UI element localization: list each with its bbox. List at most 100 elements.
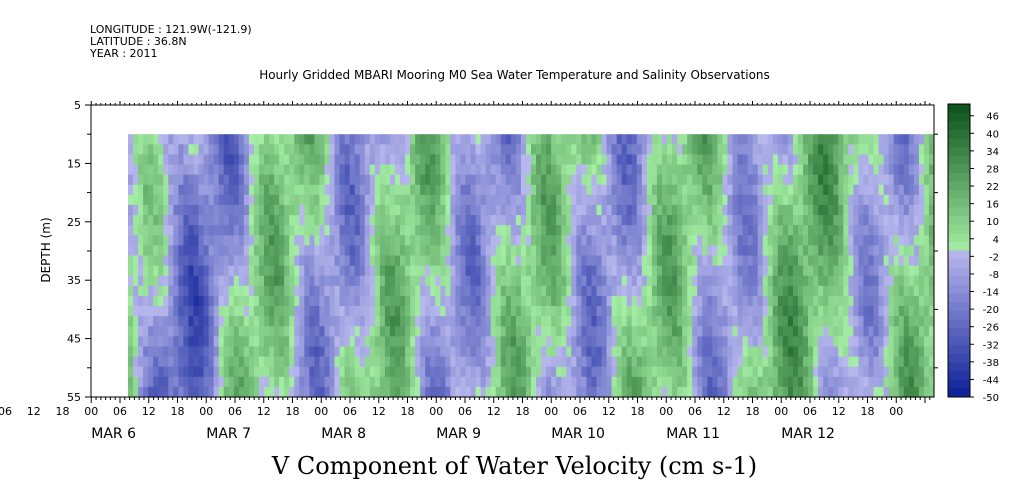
x-hour-label: 18 bbox=[861, 405, 875, 418]
x-hour-label: 12 bbox=[142, 405, 156, 418]
colorbar-swatch bbox=[948, 198, 970, 208]
x-day-label: MAR 11 bbox=[666, 426, 720, 442]
colorbar-swatch bbox=[948, 259, 970, 269]
colorbar-label: 28 bbox=[986, 164, 999, 175]
x-day-label: MAR 9 bbox=[436, 426, 481, 442]
colorbar-swatch bbox=[948, 353, 970, 364]
x-hour-label: 00 bbox=[429, 405, 443, 418]
colorbar-label: 46 bbox=[986, 112, 999, 123]
colorbar-swatch bbox=[948, 233, 970, 243]
colorbar-swatch bbox=[948, 216, 970, 226]
colorbar-label: -2 bbox=[989, 252, 999, 263]
colorbar-label: -38 bbox=[983, 358, 999, 369]
colorbar-swatch bbox=[948, 241, 970, 251]
colorbar-label: -8 bbox=[989, 270, 999, 281]
x-hour-label: 18 bbox=[401, 405, 415, 418]
colorbar-swatch bbox=[948, 310, 970, 320]
colorbar-swatch bbox=[948, 224, 970, 234]
colorbar-swatch bbox=[948, 336, 970, 346]
colorbar-swatch bbox=[948, 345, 970, 355]
colorbar-swatch bbox=[948, 250, 970, 260]
colorbar-swatch bbox=[948, 112, 970, 122]
colorbar-swatch bbox=[948, 164, 970, 174]
colorbar-swatch bbox=[948, 276, 970, 286]
colorbar-swatch bbox=[948, 371, 970, 381]
x-hour-label: 18 bbox=[56, 405, 70, 418]
longitude-label: LONGITUDE : 121.9W(-121.9) bbox=[90, 23, 252, 36]
x-hour-label: 00 bbox=[889, 405, 903, 418]
colorbar-label: 40 bbox=[986, 129, 999, 140]
x-day-label: MAR 12 bbox=[781, 426, 835, 442]
x-hour-label: 18 bbox=[286, 405, 300, 418]
x-hour-label: 06 bbox=[573, 405, 587, 418]
colorbar-label: 4 bbox=[993, 235, 999, 246]
chart-title: Hourly Gridded MBARI Mooring M0 Sea Wate… bbox=[259, 68, 770, 82]
x-hour-label: 18 bbox=[516, 405, 530, 418]
colorbar-swatch bbox=[948, 379, 970, 389]
colorbar-swatch bbox=[948, 190, 970, 200]
colorbar-label: -26 bbox=[983, 323, 999, 334]
colorbar-swatch bbox=[948, 138, 970, 148]
x-hour-label: 06 bbox=[688, 405, 702, 418]
y-tick-label: 45 bbox=[67, 333, 81, 346]
colorbar-swatch bbox=[948, 328, 970, 338]
y-tick-label: 5 bbox=[74, 99, 81, 112]
colorbar-label: 22 bbox=[986, 182, 999, 193]
colorbar-label: 16 bbox=[986, 200, 999, 211]
colorbar-swatch bbox=[948, 267, 970, 277]
colorbar-swatch bbox=[948, 284, 970, 295]
colorbar-label: 10 bbox=[986, 217, 999, 228]
x-hour-label: 00 bbox=[314, 405, 328, 418]
x-hour-label: 18 bbox=[631, 405, 645, 418]
colorbar-swatch bbox=[948, 129, 970, 139]
colorbar-swatch bbox=[948, 121, 970, 131]
colorbar-label: -50 bbox=[983, 393, 999, 404]
colorbar-swatch bbox=[948, 181, 970, 191]
colorbar-label: 34 bbox=[986, 147, 999, 158]
colorbar-label: -20 bbox=[983, 305, 999, 316]
x-hour-label: 12 bbox=[602, 405, 616, 418]
x-day-label: MAR 10 bbox=[551, 426, 605, 442]
colorbar-swatch bbox=[948, 302, 970, 312]
x-hour-label: 00 bbox=[544, 405, 558, 418]
x-hour-label: 00 bbox=[659, 405, 673, 418]
x-hour-label: 12 bbox=[372, 405, 386, 418]
x-hour-label: 12 bbox=[717, 405, 731, 418]
colorbar-swatch bbox=[948, 104, 970, 114]
y-tick-label: 35 bbox=[67, 274, 81, 287]
colorbar-swatch bbox=[948, 147, 970, 157]
colorbar-swatch bbox=[948, 207, 970, 217]
x-hour-label: 12 bbox=[257, 405, 271, 418]
colorbar-label: -14 bbox=[983, 288, 999, 299]
colorbar-swatch bbox=[948, 362, 970, 372]
x-hour-label: 00 bbox=[84, 405, 98, 418]
x-hour-label: 18 bbox=[171, 405, 185, 418]
colorbar-frame bbox=[947, 103, 971, 398]
colorbar-label: -44 bbox=[983, 375, 999, 386]
x-day-label: MAR 7 bbox=[206, 426, 251, 442]
x-hour-label: 18 bbox=[746, 405, 760, 418]
x-hour-label: 06 bbox=[113, 405, 127, 418]
x-hour-label: 12 bbox=[487, 405, 501, 418]
colorbar-swatch bbox=[948, 319, 970, 329]
colorbar-swatch bbox=[948, 293, 970, 303]
x-hour-label: 06 bbox=[228, 405, 242, 418]
x-hour-label: 00 bbox=[774, 405, 788, 418]
x-hour-label: 06 bbox=[803, 405, 817, 418]
colorbar-swatch bbox=[948, 388, 970, 398]
x-hour-label: 06 bbox=[0, 405, 12, 418]
colorbar-swatch bbox=[948, 155, 970, 165]
y-tick-label: 25 bbox=[67, 216, 81, 229]
y-tick-label: 55 bbox=[67, 391, 81, 404]
x-hour-label: 00 bbox=[199, 405, 213, 418]
colorbar-swatch bbox=[948, 172, 970, 183]
x-hour-label: 06 bbox=[343, 405, 357, 418]
variable-label: V Component of Water Velocity (cm s-1) bbox=[271, 452, 758, 480]
heatmap-cells bbox=[128, 134, 935, 398]
year-label: YEAR : 2011 bbox=[90, 47, 158, 60]
x-day-label: MAR 8 bbox=[321, 426, 366, 442]
x-hour-label: 06 bbox=[458, 405, 472, 418]
latitude-label: LATITUDE : 36.8N bbox=[90, 35, 187, 48]
y-tick-label: 15 bbox=[67, 157, 81, 170]
